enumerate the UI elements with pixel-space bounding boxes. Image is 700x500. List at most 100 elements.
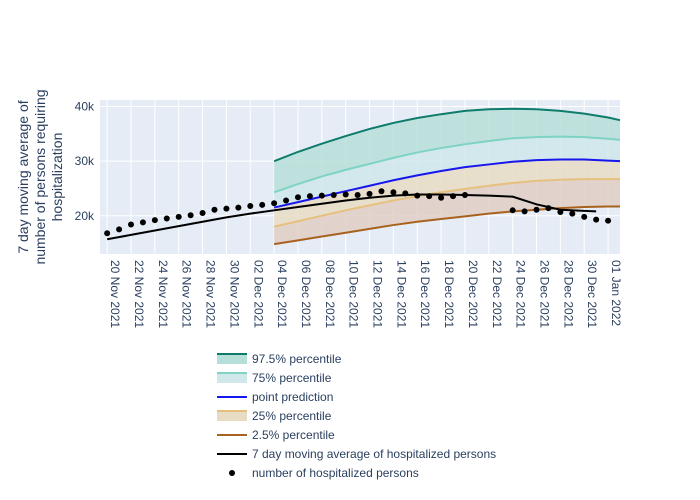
data-point	[211, 206, 218, 213]
data-point	[533, 206, 540, 213]
data-point	[318, 192, 325, 199]
x-tick-label: 28 Dec 2021	[561, 260, 575, 328]
legend-label: 2.5% percentile	[252, 428, 335, 442]
legend-label: 97.5% percentile	[252, 352, 342, 366]
data-point	[259, 201, 266, 208]
data-point	[235, 204, 242, 211]
data-point	[151, 217, 158, 224]
data-point	[378, 188, 385, 195]
legend-swatch-marker	[229, 470, 235, 476]
band-25-percentile	[274, 179, 620, 245]
x-tick-label: 20 Nov 2021	[108, 260, 122, 328]
data-point	[366, 190, 373, 197]
x-tick-label: 04 Dec 2021	[275, 260, 289, 328]
y-axis-title-line: 7 day moving average of	[15, 100, 31, 253]
data-point	[557, 208, 564, 215]
x-tick-label: 30 Dec 2021	[585, 260, 599, 328]
data-point	[247, 202, 254, 209]
legend-label: number of hospitalized persons	[252, 466, 419, 480]
band-97-5-percentile	[274, 108, 620, 193]
legend-swatch	[217, 354, 247, 364]
legend-swatch	[217, 411, 247, 421]
line-2-5-percentile	[273, 205, 620, 246]
legend-label: 25% percentile	[252, 409, 332, 423]
data-point	[426, 193, 433, 200]
legend-item-number-of-hospitalized-persons[interactable]: number of hospitalized persons	[229, 466, 419, 480]
data-point	[461, 192, 468, 199]
legend-item-25-percentile[interactable]: 25% percentile	[217, 409, 332, 423]
legend-label: 7 day moving average of hospitalized per…	[252, 447, 496, 461]
x-tick-label: 30 Nov 2021	[227, 260, 241, 328]
x-tick-label: 22 Nov 2021	[132, 260, 146, 328]
data-point	[545, 205, 552, 212]
data-point	[128, 221, 135, 228]
x-tick-label: 20 Dec 2021	[466, 260, 480, 328]
x-tick-label: 06 Dec 2021	[299, 260, 313, 328]
x-tick-label: 16 Dec 2021	[418, 260, 432, 328]
x-tick-label: 26 Dec 2021	[538, 260, 552, 328]
data-point	[104, 230, 111, 237]
data-point	[342, 191, 349, 198]
y-axis-title-line: number of persons requiring	[32, 89, 48, 264]
data-point	[139, 219, 146, 226]
legend-item-2-5-percentile[interactable]: 2.5% percentile	[217, 428, 335, 442]
x-tick-label: 02 Dec 2021	[251, 260, 265, 328]
data-point	[330, 192, 337, 199]
x-tick-label: 08 Dec 2021	[323, 260, 337, 328]
legend-item-point-prediction[interactable]: point prediction	[217, 390, 333, 404]
legend[interactable]: 97.5% percentile 75% percentile point pred…	[217, 352, 496, 480]
line-25-percentile	[273, 178, 620, 228]
data-point	[521, 208, 528, 215]
data-point	[438, 194, 445, 201]
x-tick-label: 26 Nov 2021	[180, 260, 194, 328]
data-point	[593, 216, 600, 223]
x-tick-label: 24 Nov 2021	[156, 260, 170, 328]
x-tick-label: 10 Dec 2021	[347, 260, 361, 328]
percentile-bands	[274, 108, 620, 245]
y-axis-ticks: 20k 30k 40k	[75, 100, 95, 223]
line-97-5-percentile	[273, 107, 621, 163]
data-point	[306, 193, 313, 200]
line-75-percentile	[273, 135, 621, 194]
data-point	[163, 215, 170, 222]
x-tick-label: 28 Nov 2021	[204, 260, 218, 328]
data-point	[581, 213, 588, 220]
x-tick-label: 24 Dec 2021	[514, 260, 528, 328]
legend-label: 75% percentile	[252, 371, 332, 385]
x-tick-label: 14 Dec 2021	[394, 260, 408, 328]
y-tick-label: 30k	[75, 154, 95, 168]
y-axis-title-line: hospitalization	[49, 133, 65, 222]
band-75-percentile	[274, 136, 620, 208]
legend-item-75-percentile[interactable]: 75% percentile	[217, 371, 332, 385]
data-point	[175, 213, 182, 220]
y-axis-title: 7 day moving average ofnumber of persons…	[15, 89, 65, 264]
data-point	[605, 217, 612, 224]
data-point	[199, 210, 206, 217]
data-point	[283, 197, 290, 204]
data-point	[450, 193, 457, 200]
x-tick-label: 01 Jan 2022	[609, 260, 623, 326]
data-point	[402, 190, 409, 197]
band-point-prediction	[274, 159, 620, 227]
data-point	[223, 205, 230, 212]
data-point	[116, 226, 123, 233]
data-markers	[104, 188, 612, 237]
line-7-day-moving-average-of-hospitalized-persons	[106, 193, 597, 241]
data-point	[569, 210, 576, 217]
data-point	[414, 192, 421, 199]
data-point	[187, 212, 194, 219]
legend-label: point prediction	[252, 390, 333, 404]
y-tick-label: 20k	[75, 209, 95, 223]
data-point	[271, 200, 278, 207]
x-axis-ticks: 20 Nov 2021 22 Nov 2021 24 Nov 2021 26 Nov …	[108, 260, 623, 328]
data-point	[294, 194, 301, 201]
y-tick-label: 40k	[75, 100, 95, 114]
legend-item-7-day-moving-average-of-hospitalized-persons[interactable]: 7 day moving average of hospitalized per…	[217, 447, 496, 461]
data-point	[390, 189, 397, 196]
data-point	[509, 207, 516, 214]
legend-swatch	[217, 373, 247, 383]
x-tick-label: 12 Dec 2021	[371, 260, 385, 328]
x-tick-label: 22 Dec 2021	[490, 260, 504, 328]
x-tick-label: 18 Dec 2021	[442, 260, 456, 328]
legend-item-97-5-percentile[interactable]: 97.5% percentile	[217, 352, 342, 366]
